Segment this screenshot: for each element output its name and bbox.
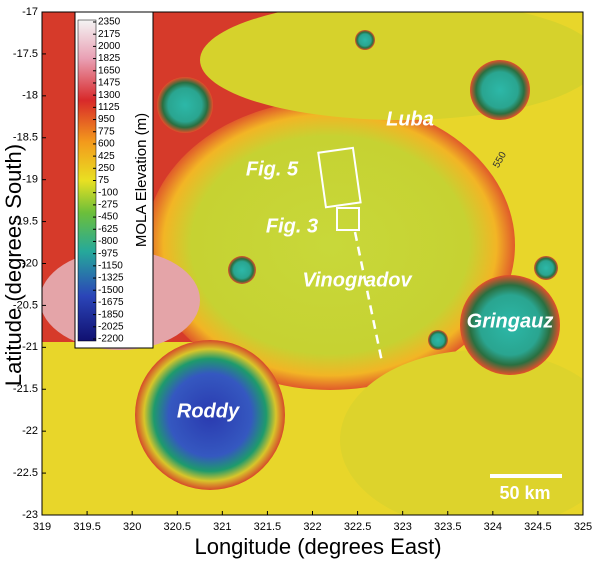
x-tick-label: 322.5 xyxy=(344,521,372,533)
place-label: Gringauz xyxy=(467,310,554,332)
colorbar-tick-label: -275 xyxy=(98,200,118,211)
x-tick-label: 319 xyxy=(33,521,51,533)
colorbar-tick-label: 1825 xyxy=(98,53,121,64)
colorbar-tick-label: 950 xyxy=(98,114,115,125)
place-label: Fig. 5 xyxy=(246,158,299,180)
y-tick-label: -17.5 xyxy=(13,48,38,60)
colorbar-tick-label: -975 xyxy=(98,248,118,259)
y-tick-label: -22 xyxy=(22,425,38,437)
colorbar-tick-label: -2200 xyxy=(98,334,124,345)
map-figure: 50 km 550 Luba Fig. 5 Fig. 3 Vinogradov … xyxy=(0,0,592,562)
x-tick-label: 324 xyxy=(484,521,502,533)
place-label: Luba xyxy=(386,108,434,130)
y-tick-label: -23 xyxy=(22,509,38,521)
scale-bar-label: 50 km xyxy=(499,483,550,503)
colorbar-tick-label: 250 xyxy=(98,163,115,174)
colorbar-tick-label: 75 xyxy=(98,175,110,186)
colorbar-tick-label: 1125 xyxy=(98,102,120,113)
x-tick-label: 323 xyxy=(393,521,411,533)
colorbar-label: MOLA Elevation (m) xyxy=(133,113,150,247)
x-tick-label: 322 xyxy=(303,521,321,533)
colorbar-tick-label: -450 xyxy=(98,212,118,223)
place-label: Vinogradov xyxy=(302,269,413,291)
colorbar-tick-label: 425 xyxy=(98,151,115,162)
colorbar-tick-label: 2000 xyxy=(98,41,121,52)
colorbar-tick-label: 1650 xyxy=(98,65,121,76)
x-tick-label: 321 xyxy=(213,521,231,533)
colorbar-tick-label: -1150 xyxy=(98,260,123,271)
place-label: Roddy xyxy=(177,400,240,422)
y-tick-label: -19.5 xyxy=(13,215,38,227)
x-tick-label: 321.5 xyxy=(254,521,282,533)
colorbar-tick-label: -1325 xyxy=(98,273,124,284)
colorbar-tick-label: -100 xyxy=(98,187,118,198)
y-tick-label: -17 xyxy=(22,6,38,18)
colorbar-tick-label: -625 xyxy=(98,224,118,235)
x-axis-label: Longitude (degrees East) xyxy=(194,534,441,559)
place-label: Fig. 3 xyxy=(266,215,318,237)
x-tick-label: 320 xyxy=(123,521,141,533)
y-tick-label: -18.5 xyxy=(13,132,38,144)
colorbar-tick-label: -2025 xyxy=(98,321,124,332)
colorbar-tick-label: -1675 xyxy=(98,297,124,308)
x-tick-label: 324.5 xyxy=(524,521,552,533)
colorbar-tick-label: -800 xyxy=(98,236,118,247)
colorbar-tick-label: -1850 xyxy=(98,309,124,320)
y-tick-label: -20 xyxy=(22,257,38,269)
y-tick-label: -22.5 xyxy=(13,467,38,479)
x-tick-label: 319.5 xyxy=(73,521,101,533)
y-tick-label: -21 xyxy=(22,341,38,353)
y-tick-label: -20.5 xyxy=(13,299,38,311)
colorbar-tick-label: -1500 xyxy=(98,285,124,296)
colorbar-tick-label: 2175 xyxy=(98,29,121,40)
colorbar-tick-label: 2350 xyxy=(98,17,121,28)
x-tick-label: 320.5 xyxy=(163,521,191,533)
x-tick-label: 325 xyxy=(574,521,592,533)
y-tick-label: -18 xyxy=(22,90,38,102)
y-tick-label: -19 xyxy=(22,174,38,186)
colorbar-tick-label: 1300 xyxy=(98,90,121,101)
x-tick-label: 323.5 xyxy=(434,521,462,533)
colorbar-tick-label: 775 xyxy=(98,126,115,137)
y-tick-label: -21.5 xyxy=(13,383,38,395)
colorbar-tick-label: 1475 xyxy=(98,78,121,89)
colorbar-tick-label: 600 xyxy=(98,139,115,150)
